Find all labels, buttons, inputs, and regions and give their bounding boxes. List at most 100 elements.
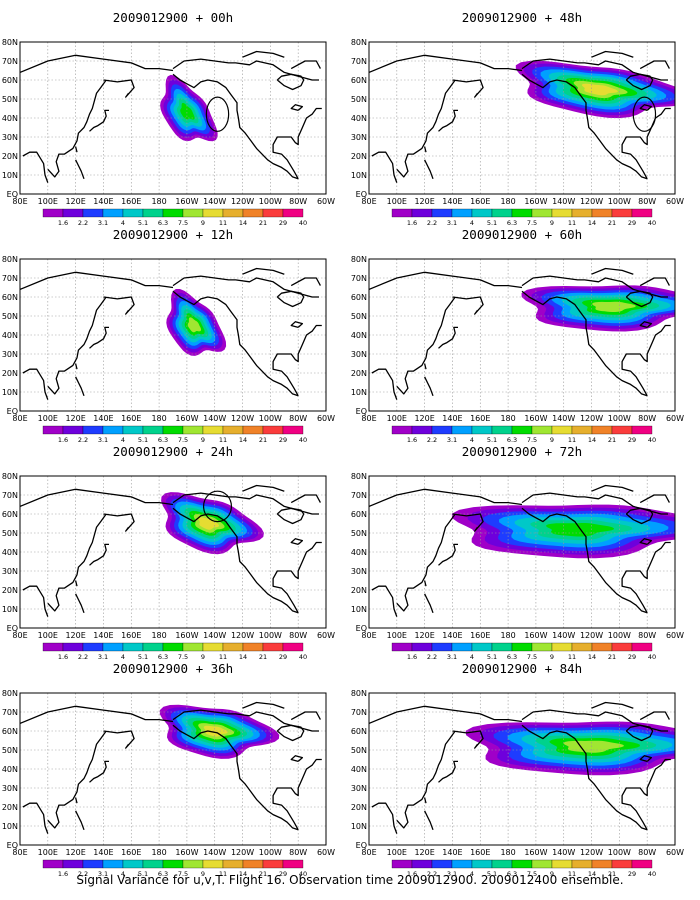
colorbar-swatch <box>102 642 124 652</box>
colorbar-label: 6.3 <box>158 653 168 661</box>
coastline <box>438 760 458 783</box>
y-tick-label: 50N <box>351 529 367 538</box>
colorbar-label: 4 <box>470 436 474 444</box>
coastlines <box>369 267 671 400</box>
colorbar-label: 11 <box>568 653 576 661</box>
y-tick-label: 60N <box>2 76 18 85</box>
colorbar-swatch <box>142 425 164 435</box>
colorbar-label: 7.5 <box>178 436 188 444</box>
coastline <box>423 363 427 370</box>
colorbar-label: 5.1 <box>487 870 497 878</box>
colorbar-label: 29 <box>628 219 636 227</box>
map-frame <box>19 258 327 412</box>
coastline <box>290 494 321 504</box>
coastline <box>625 73 654 91</box>
x-tick-label: 80W <box>638 848 656 857</box>
x-tick-label: 160E <box>121 414 141 423</box>
colorbar-label: 21 <box>259 653 267 661</box>
gridlines <box>20 259 326 411</box>
coastline <box>639 494 670 504</box>
colorbar-swatch <box>162 642 184 652</box>
coastline <box>371 802 398 834</box>
panel-title: 2009012900 + 12h <box>113 227 233 242</box>
coastline <box>369 488 523 508</box>
colorbar-label: 11 <box>219 870 227 878</box>
coastline <box>242 50 285 58</box>
colorbar-label: 4 <box>121 219 125 227</box>
coastline <box>396 730 456 829</box>
coastline <box>452 79 484 98</box>
coastline <box>521 724 648 831</box>
coastline <box>103 296 135 315</box>
panel-24h: 2009012900 + 24h 80E 100E 120E 140E 160E 180 16… <box>2 444 335 661</box>
colorbar-swatch <box>82 642 104 652</box>
colorbar-label: 1.6 <box>58 219 68 227</box>
colorbar-swatch <box>531 425 553 435</box>
y-tick-label: 50N <box>351 95 367 104</box>
coastline <box>639 321 653 329</box>
y-tick-label: 50N <box>2 529 18 538</box>
y-tick-label: EQ <box>7 190 18 199</box>
y-tick-label: 60N <box>351 510 367 519</box>
colorbar-swatch <box>262 425 284 435</box>
colorbar-label: 3.1 <box>98 870 108 878</box>
colorbar-label: 2.2 <box>78 436 88 444</box>
colorbar-label: 3.1 <box>447 219 457 227</box>
colorbar-label: 21 <box>259 219 267 227</box>
y-tick-label: 70N <box>351 708 367 717</box>
colorbar-swatch <box>591 859 613 869</box>
colorbar-label: 3.1 <box>447 870 457 878</box>
coastline <box>591 50 634 58</box>
colorbar-swatch <box>62 425 84 435</box>
colorbar-label: 14 <box>588 870 596 878</box>
coastline <box>591 701 634 709</box>
x-tick-label: 60W <box>317 197 335 206</box>
colorbar-swatch <box>42 425 64 435</box>
y-tick-label: EQ <box>356 190 367 199</box>
coastline <box>438 543 458 566</box>
colorbar-label: 3.1 <box>98 436 108 444</box>
coastline <box>369 54 523 74</box>
colorbar-label: 14 <box>239 653 247 661</box>
colorbar-swatch <box>511 208 533 218</box>
y-tick-label: 20N <box>351 152 367 161</box>
colorbar-swatch <box>411 859 433 869</box>
colorbar-label: 14 <box>588 653 596 661</box>
y-tick-label: 40N <box>351 765 367 774</box>
x-tick-label: 120W <box>580 414 603 423</box>
coastlines <box>20 701 322 834</box>
x-tick-label: 160W <box>524 414 547 423</box>
coastline <box>47 513 107 612</box>
x-tick-label: 180 <box>151 848 166 857</box>
coastline <box>74 146 78 153</box>
colorbar-swatch <box>631 859 653 869</box>
colorbar-label: 4 <box>121 436 125 444</box>
map-frame <box>19 475 327 629</box>
colorbar-swatch <box>631 425 653 435</box>
x-tick-label: 180 <box>500 848 515 857</box>
colorbar: 1.6 2.2 3.1 4 5.1 6.3 7.5 9 11 14 21 29 40 <box>42 425 307 444</box>
panel-00h: 2009012900 + 00h 80E 100E 120E 140E 160E 180 16… <box>2 10 335 227</box>
y-tick-label: EQ <box>356 841 367 850</box>
coastline <box>103 79 135 98</box>
colorbar-label: 11 <box>568 870 576 878</box>
coastline <box>74 363 78 370</box>
colorbar-label: 2.2 <box>427 653 437 661</box>
y-tick-label: 80N <box>351 689 367 698</box>
colorbar-label: 14 <box>239 219 247 227</box>
colorbar-label: 7.5 <box>527 870 537 878</box>
x-tick-label: 160E <box>470 414 490 423</box>
colorbar-swatch <box>471 425 493 435</box>
x-tick-label: 100W <box>608 848 631 857</box>
colorbar-swatch <box>122 208 144 218</box>
x-tick-label: 180 <box>151 631 166 640</box>
colorbar-label: 9 <box>550 436 554 444</box>
colorbar-swatch <box>611 642 633 652</box>
colorbar-swatch <box>222 642 244 652</box>
colorbar-label: 21 <box>259 870 267 878</box>
colorbar-label: 6.3 <box>158 219 168 227</box>
colorbar-label: 9 <box>201 870 205 878</box>
x-tick-label: 140E <box>442 197 462 206</box>
y-tick-label: 20N <box>351 369 367 378</box>
x-tick-label: 60W <box>317 848 335 857</box>
